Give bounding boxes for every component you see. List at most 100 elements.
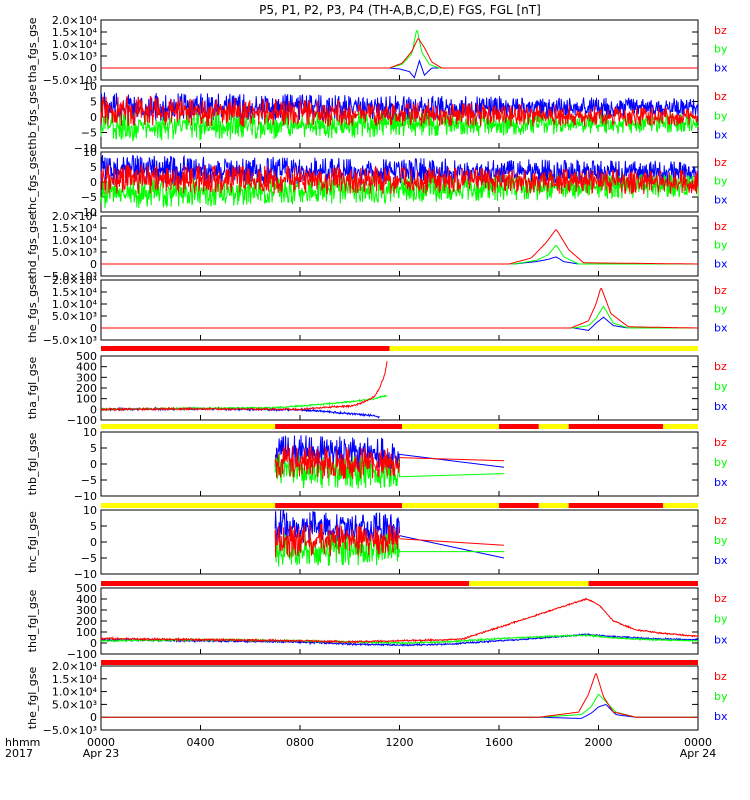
y-tick-label: −5.0×10³ [43, 334, 97, 347]
y-axis-label: thb_fgs_gse [26, 84, 39, 150]
legend-bx: bx [714, 193, 728, 206]
panels: 2.0×10⁴1.5×10⁴1.0×10⁴5.0×10³0−5.0×10³tha… [26, 14, 728, 737]
status-bar-segment [275, 424, 402, 429]
status-bar-segment [101, 346, 390, 351]
series-by [100, 394, 388, 412]
y-tick-label: 5 [90, 520, 97, 533]
series-bx [101, 704, 698, 720]
status-bar-segment [101, 424, 276, 429]
legend-bz: bz [714, 24, 727, 37]
x-tick-label: 0800 [286, 736, 314, 749]
date-start: Apr 23 [83, 747, 120, 760]
y-axis-label: thb_fgl_gse [26, 432, 39, 495]
panel-frame [100, 279, 699, 341]
series-bz [274, 523, 400, 558]
y-tick-label: −100 [67, 414, 97, 427]
series-bz [100, 361, 388, 412]
y-tick-label: 10 [83, 146, 97, 159]
legend-bz: bz [714, 436, 727, 449]
y-tick-label: 400 [76, 361, 97, 374]
panel-frame [100, 587, 699, 655]
series-bx-gap [399, 453, 505, 468]
legend-bx: bx [714, 257, 728, 270]
legend-by: by [714, 380, 728, 393]
y-tick-label: 100 [76, 393, 97, 406]
y-tick-label: 5.0×10³ [52, 698, 97, 711]
status-bar-segment [568, 503, 664, 508]
series-bz [101, 37, 698, 69]
status-bar-segment [101, 503, 276, 508]
y-tick-label: −10 [74, 490, 97, 503]
y-tick-label: 2.0×10⁴ [52, 210, 98, 223]
legend-bz: bz [714, 284, 727, 297]
status-bar-segment [538, 503, 569, 508]
y-tick-label: 0 [90, 258, 97, 271]
series-bz [274, 444, 400, 480]
legend-bx: bx [714, 129, 728, 142]
y-tick-label: 5.0×10³ [52, 246, 97, 259]
y-tick-label: 5 [90, 442, 97, 455]
legend-bx: bx [714, 633, 728, 646]
legend-bx: bx [714, 554, 728, 567]
y-tick-label: 5 [90, 161, 97, 174]
series-by [274, 533, 400, 567]
y-tick-label: −5 [81, 191, 97, 204]
legend-bz: bz [714, 670, 727, 683]
series-bz [101, 229, 698, 265]
y-tick-label: 0 [90, 176, 97, 189]
status-bar-segment [469, 581, 589, 586]
y-axis-label: the_fgs_gse [26, 277, 39, 342]
x-tick-label: 0400 [187, 736, 215, 749]
y-tick-label: −100 [67, 648, 97, 661]
series-bz [100, 597, 699, 645]
legend-by: by [714, 456, 728, 469]
legend-bz: bz [714, 156, 727, 169]
y-axis-label: thd_fgs_gse [26, 213, 39, 279]
status-bar-segment [101, 581, 470, 586]
legend-bz: bz [714, 592, 727, 605]
y-tick-label: 10 [83, 80, 97, 93]
legend-by: by [714, 43, 728, 56]
y-tick-label: −5.0×10³ [43, 724, 97, 737]
legend-by: by [714, 109, 728, 122]
y-tick-label: 5.0×10³ [52, 50, 97, 63]
y-tick-label: −10 [74, 142, 97, 155]
legend-bz: bz [714, 220, 727, 233]
series-bz-gap [399, 538, 505, 546]
legend-by: by [714, 239, 728, 252]
y-tick-label: 0 [90, 711, 97, 724]
y-tick-label: 400 [76, 593, 97, 606]
y-tick-label: 10 [83, 426, 97, 439]
series-bz-gap [399, 457, 505, 462]
y-tick-label: 0 [90, 536, 97, 549]
status-bar-segment [568, 424, 664, 429]
time-axis: hhmm 2017 Apr 23 Apr 24 0000 0400 0800 1200… [5, 736, 716, 760]
status-bar-segment [499, 424, 539, 429]
y-tick-label: −10 [74, 568, 97, 581]
legend-bx: bx [714, 61, 728, 74]
y-tick-label: 1.5×10⁴ [52, 286, 98, 299]
y-tick-label: 200 [76, 615, 97, 628]
x-tick-label: 0000 [684, 736, 712, 749]
y-tick-label: 0 [90, 637, 97, 650]
status-bar-segment [275, 503, 402, 508]
x-tick-label: 1200 [386, 736, 414, 749]
legend-bx: bx [714, 321, 728, 334]
legend-bz: bz [714, 514, 727, 527]
y-tick-label: 500 [76, 350, 97, 363]
series-by [101, 30, 698, 69]
legend-bx: bx [714, 476, 728, 489]
status-bar-segment [588, 581, 698, 586]
y-tick-label: 300 [76, 371, 97, 384]
status-bar-segment [401, 424, 499, 429]
axis-label-year: 2017 [5, 747, 33, 760]
status-bar-segment [401, 503, 499, 508]
legend-by: by [714, 175, 728, 188]
y-tick-label: 5 [90, 96, 97, 109]
panel-frame [100, 665, 699, 731]
